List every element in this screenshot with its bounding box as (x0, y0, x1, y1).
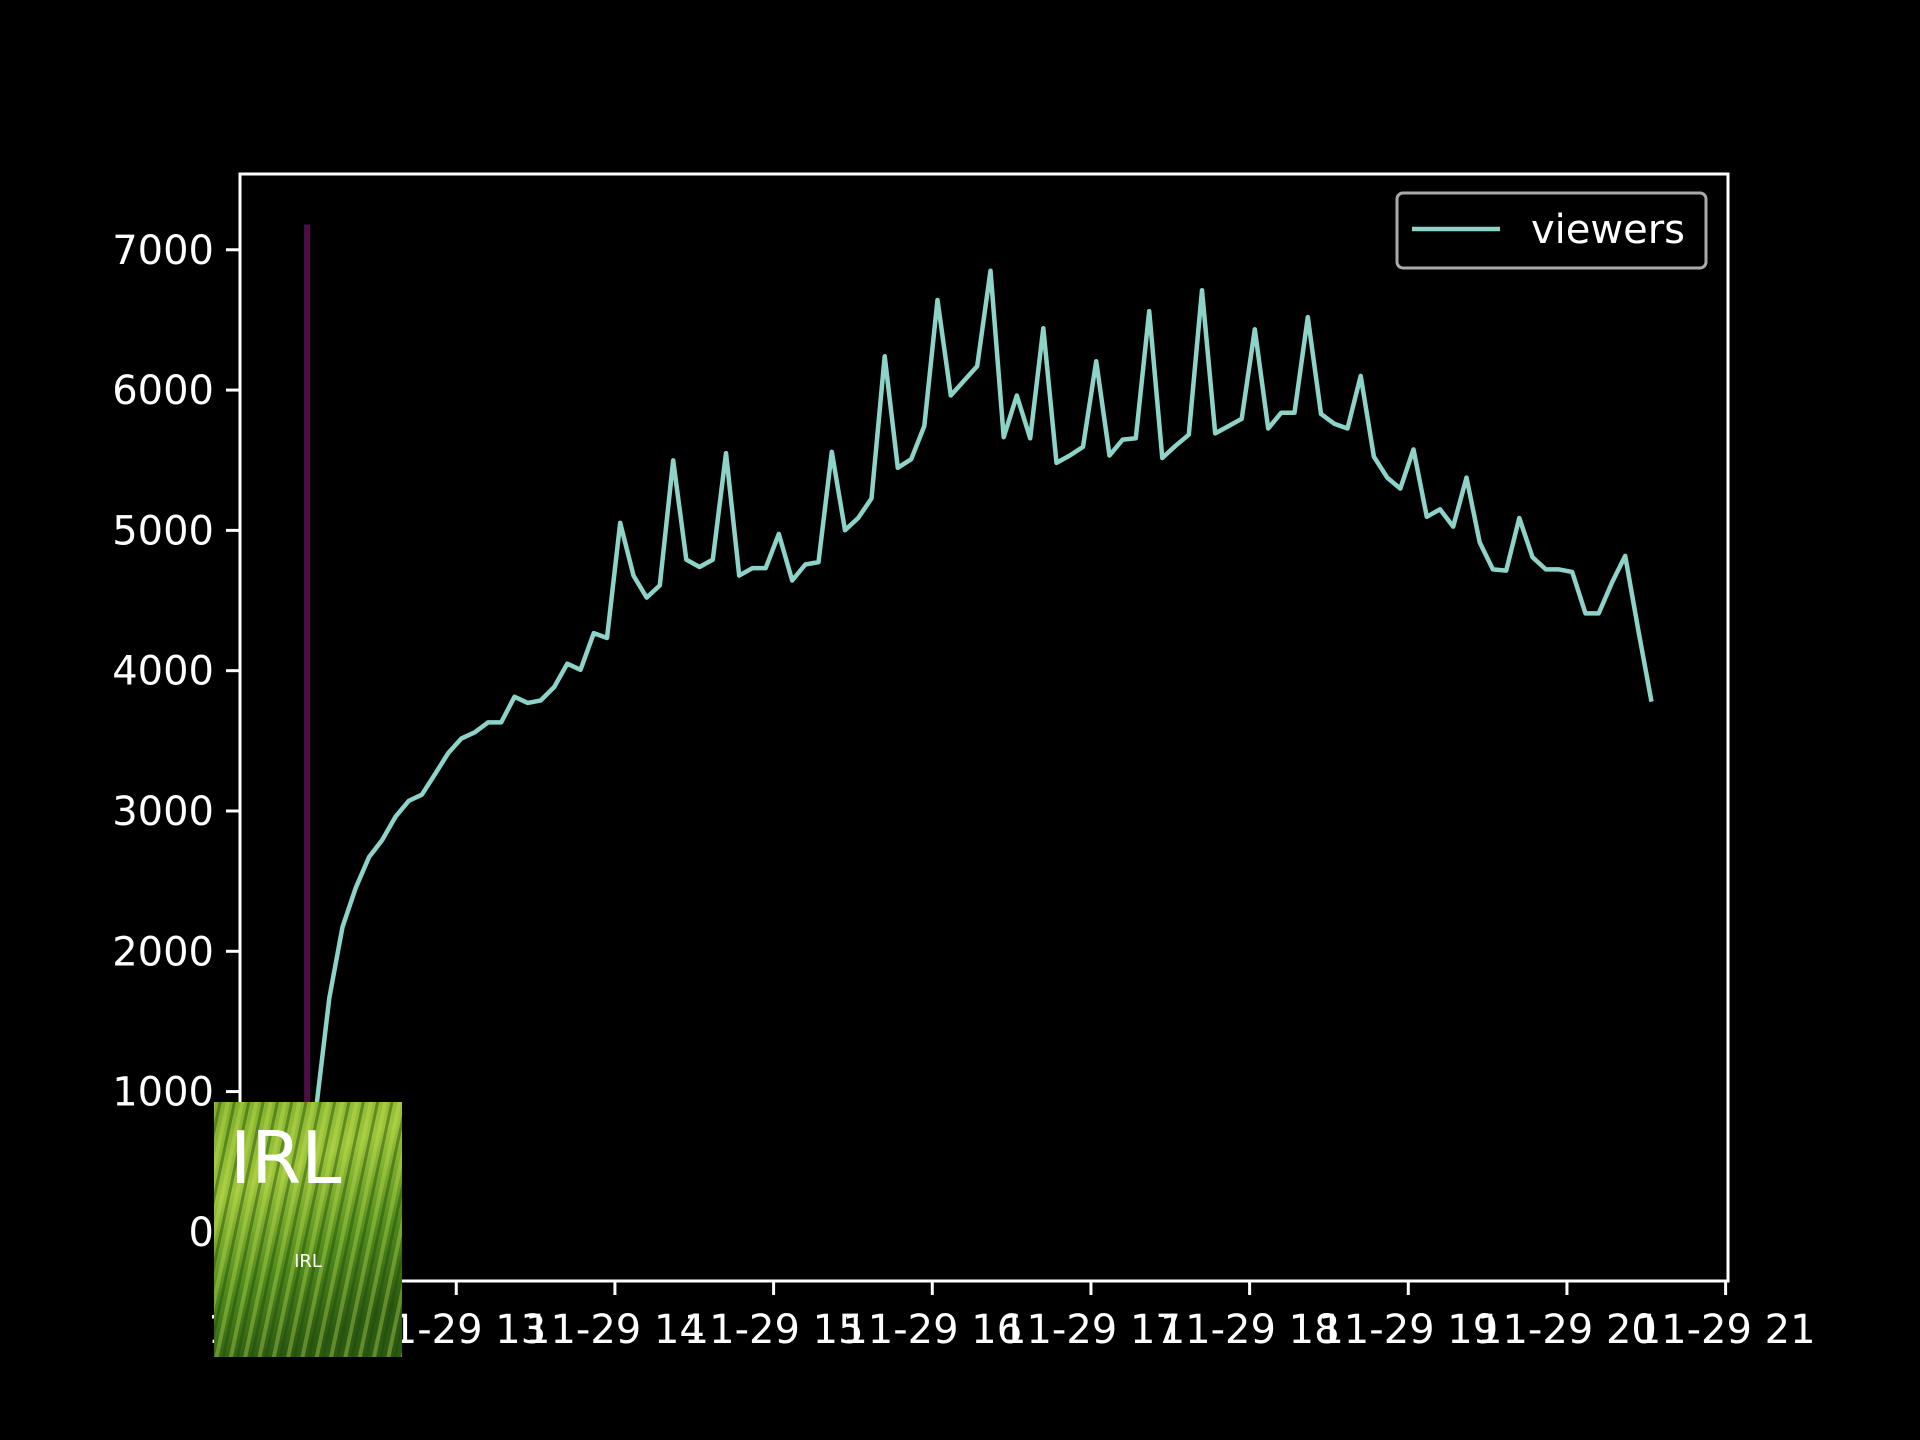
axes-frame (238, 172, 1730, 1283)
y-tick-label: 5000 (112, 508, 214, 554)
thumbnail-texture (214, 1102, 402, 1357)
legend-box (1395, 191, 1708, 270)
y-tick-label: 1000 (112, 1070, 214, 1116)
y-tick-label: 0 (189, 1210, 214, 1256)
y-tick-label: 3000 (112, 789, 214, 835)
x-tick-label: 11-29 20 (1477, 1307, 1657, 1353)
line-series (313, 268, 1654, 1109)
x-tick-label: 11-29 21 (1636, 1307, 1816, 1353)
x-tick-label: 11-29 17 (1001, 1307, 1181, 1353)
x-tick-label: 11-29 19 (1318, 1307, 1498, 1353)
legend-label: viewers (1531, 207, 1685, 253)
y-tick-label: 7000 (112, 228, 214, 274)
thumbnail-title: IRL (230, 1116, 341, 1200)
thumbnail-caption: IRL (294, 1251, 322, 1272)
y-tick-label: 2000 (112, 929, 214, 975)
y-tick-label: 4000 (112, 649, 214, 695)
x-tick-label: 11-29 18 (1160, 1307, 1340, 1353)
x-tick-label: 11-29 14 (525, 1307, 705, 1353)
x-tick-label: 11-29 16 (842, 1307, 1022, 1353)
x-tick-label: 11-29 15 (684, 1307, 864, 1353)
y-tick-label: 6000 (112, 368, 214, 414)
thumbnail: IRL IRL (214, 1102, 402, 1357)
